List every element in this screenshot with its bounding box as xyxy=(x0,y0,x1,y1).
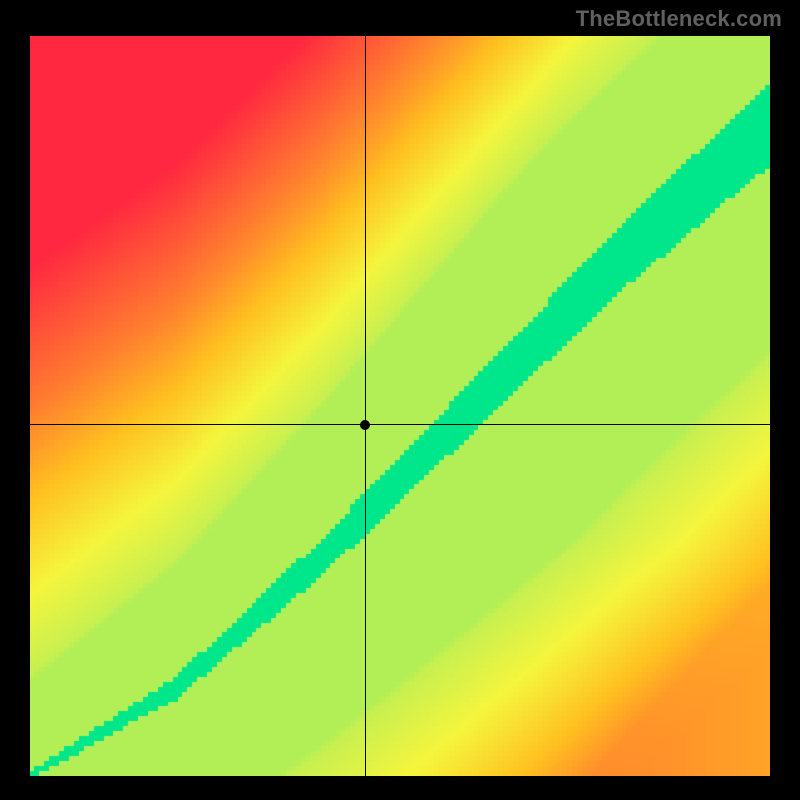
crosshair-vertical xyxy=(365,36,366,776)
selected-point-marker xyxy=(360,420,370,430)
crosshair-horizontal xyxy=(30,424,770,425)
watermark-text: TheBottleneck.com xyxy=(576,6,782,32)
bottleneck-heatmap xyxy=(30,36,770,776)
chart-container: { "watermark": { "text": "TheBottleneck.… xyxy=(0,0,800,800)
